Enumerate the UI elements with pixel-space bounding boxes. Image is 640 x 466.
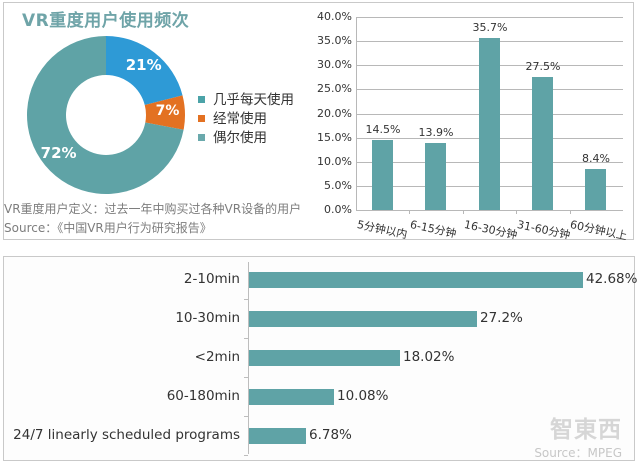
- donut-slice: [144, 95, 185, 130]
- gridline: [356, 17, 623, 18]
- donut-slice: [106, 36, 183, 106]
- category-label: 60-180min: [166, 388, 240, 404]
- legend-swatch-often: [198, 114, 205, 122]
- donut-slice: [27, 36, 184, 194]
- y-tick-label: 40.0%: [317, 10, 352, 23]
- bar: [425, 143, 446, 210]
- bar-value-label: 10.08%: [337, 388, 389, 404]
- y-tick-label: 15.0%: [317, 131, 352, 144]
- y-tick-label: 5.0%: [324, 179, 352, 192]
- bar: [249, 350, 400, 366]
- donut-chart-title: VR重度用户使用频次: [22, 11, 190, 31]
- bar-value-label: 14.5%: [365, 123, 401, 136]
- y-tick-mark: [244, 455, 248, 456]
- bar: [249, 311, 477, 327]
- y-tick-mark: [244, 416, 248, 417]
- legend-label: 几乎每天使用: [213, 92, 294, 108]
- category-label: <2min: [194, 349, 240, 365]
- legend-item-daily: 几乎每天使用: [198, 88, 294, 108]
- bar-value-label: 8.4%: [582, 152, 610, 165]
- y-tick-mark: [244, 299, 248, 300]
- bar-value-label: 27.2%: [480, 310, 523, 326]
- definition-note: VR重度用户定义：过去一年中购买过各种VR设备的用户: [4, 202, 302, 216]
- y-tick-label: 25.0%: [317, 82, 352, 95]
- y-tick-label: 0.0%: [324, 203, 352, 216]
- bar-value-label: 13.9%: [418, 126, 454, 139]
- y-tick-mark: [244, 377, 248, 378]
- category-label: 10-30min: [175, 310, 240, 326]
- watermark-source: Source：MPEG: [534, 446, 622, 460]
- gridline: [356, 210, 623, 211]
- watermark-logo: 智東西: [550, 417, 622, 443]
- bar: [249, 389, 334, 405]
- y-tick-label: 30.0%: [317, 58, 352, 71]
- x-tick-mark: [409, 210, 410, 214]
- bar: [372, 140, 393, 210]
- x-tick-mark: [463, 210, 464, 214]
- donut-slice-label: 72%: [40, 144, 77, 163]
- category-axis-line: [248, 262, 249, 454]
- bar-value-label: 27.5%: [525, 60, 561, 73]
- y-tick-label: 10.0%: [317, 155, 352, 168]
- bar-value-label: 18.02%: [403, 349, 455, 365]
- y-tick-mark: [244, 338, 248, 339]
- donut-slice-label: 7%: [155, 103, 180, 120]
- y-axis-line: [356, 17, 357, 210]
- legend-label: 偶尔使用: [213, 130, 267, 146]
- legend-item-occasional: 偶尔使用: [198, 126, 267, 146]
- y-tick-label: 20.0%: [317, 107, 352, 120]
- x-tick-mark: [516, 210, 517, 214]
- bar-value-label: 42.68%: [586, 271, 638, 287]
- category-label: 2-10min: [183, 271, 240, 287]
- bar-value-label: 35.7%: [472, 21, 508, 34]
- bar: [249, 272, 583, 288]
- donut-chart: [27, 36, 185, 194]
- legend-item-often: 经常使用: [198, 107, 267, 127]
- bar-value-label: 6.78%: [309, 427, 352, 443]
- legend-swatch-daily: [198, 95, 205, 103]
- legend-swatch-occasional: [198, 133, 205, 141]
- bar: [249, 428, 306, 444]
- donut-slice-label: 21%: [125, 56, 162, 75]
- watermark: 智東西 Source：MPEG: [530, 410, 622, 461]
- legend-label: 经常使用: [213, 111, 267, 127]
- source-note: Source：《中国VR用户行为研究报告》: [4, 221, 212, 235]
- bar: [479, 38, 500, 210]
- x-tick-mark: [570, 210, 571, 214]
- bar: [532, 77, 553, 210]
- y-tick-label: 35.0%: [317, 34, 352, 47]
- bar: [585, 169, 606, 210]
- category-label: 24/7 linearly scheduled programs: [13, 427, 240, 443]
